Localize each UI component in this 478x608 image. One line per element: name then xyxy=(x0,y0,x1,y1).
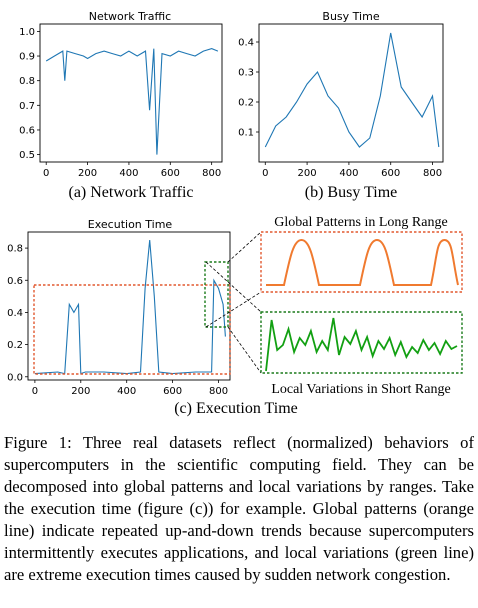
series-line-0 xyxy=(264,32,440,148)
x-tick-label: 400 xyxy=(119,168,138,179)
figure-canvas: Network Traffic 0 200 400 600 800 0.5 0.6 0.7 0.… xyxy=(7,10,463,417)
series-line-0 xyxy=(34,239,226,375)
figure-caption: Figure 1: Three real datasets reflect (n… xyxy=(4,433,474,584)
y-tick-label: 0.8 xyxy=(7,244,23,255)
subcaption-execution-time: (c) Execution Time xyxy=(174,400,298,417)
x-tick-label: 800 xyxy=(423,168,442,179)
global-pattern-highlight-box xyxy=(33,284,231,375)
x-tick-label: 800 xyxy=(209,386,228,397)
x-tick-label: 600 xyxy=(163,386,182,397)
y-tick-label: 0.3 xyxy=(238,68,254,79)
panel-network-traffic: Network Traffic 0 200 400 600 800 0.5 0.6 0.7 0.… xyxy=(19,10,223,201)
y-tick-label: 0.5 xyxy=(19,150,35,161)
panel-title-network-traffic: Network Traffic xyxy=(89,10,171,23)
connector-lines xyxy=(205,231,262,374)
subcaption-busy-time: (b) Busy Time xyxy=(305,184,397,201)
x-tick-label: 400 xyxy=(117,386,136,397)
global-pattern-curve xyxy=(266,238,459,286)
panel-title-busy-time: Busy Time xyxy=(322,10,379,23)
y-tick-label: 0.9 xyxy=(19,52,35,63)
global-patterns-label: Global Patterns in Long Range xyxy=(274,215,447,230)
y-tick-label: 0.4 xyxy=(7,308,23,319)
x-tick-label: 600 xyxy=(161,168,180,179)
x-tick-label: 200 xyxy=(298,168,317,179)
subcaption-network-traffic: (a) Network Traffic xyxy=(68,184,193,201)
connector-line-bottom xyxy=(227,326,262,374)
y-tick-label: 0.1 xyxy=(238,128,254,139)
plot-area-execution-time: 0 200 400 600 800 0.0 0.2 0.4 0.6 0.8 xyxy=(7,239,228,397)
y-tick-label: 1.0 xyxy=(19,27,35,38)
x-tick-label: 200 xyxy=(71,386,90,397)
plot-frame-execution-time xyxy=(27,231,231,381)
y-tick-label: 0.6 xyxy=(19,125,35,136)
global-patterns-inset-box xyxy=(260,231,463,293)
x-tick-label: 600 xyxy=(381,168,400,179)
y-tick-label: 0.8 xyxy=(19,76,35,87)
x-tick-label: 0 xyxy=(262,168,268,179)
x-tick-label: 0 xyxy=(43,168,49,179)
local-variation-curve xyxy=(265,317,458,372)
plot-area-network-traffic: 0 200 400 600 800 0.5 0.6 0.7 0.8 0.9 1.0 xyxy=(19,27,221,179)
y-tick-label: 0.6 xyxy=(7,276,23,287)
connector-line-mid-top xyxy=(205,291,262,328)
panel-title-execution-time: Execution Time xyxy=(88,218,173,231)
connector-line-mid-bottom xyxy=(205,261,262,313)
panel-busy-time: Busy Time 0 200 400 600 800 0.1 0.2 0.3 0.4 (b) … xyxy=(238,10,444,201)
local-variations-inset-box xyxy=(260,311,463,374)
plot-frame-busy-time xyxy=(258,23,444,163)
y-tick-label: 0.2 xyxy=(7,340,23,351)
y-tick-label: 0.4 xyxy=(238,38,254,49)
x-tick-label: 400 xyxy=(339,168,358,179)
connector-line-top xyxy=(227,231,262,263)
x-tick-label: 800 xyxy=(202,168,221,179)
panel-execution-time: Execution Time 0 200 400 600 800 0.0 0.2 0.4 0.6… xyxy=(7,218,298,417)
plot-area-busy-time: 0 200 400 600 800 0.1 0.2 0.3 0.4 xyxy=(238,32,442,179)
local-variations-label: Local Variations in Short Range xyxy=(271,382,450,397)
y-tick-label: 0.7 xyxy=(19,101,35,112)
x-tick-label: 200 xyxy=(78,168,97,179)
plot-frame-network-traffic xyxy=(39,23,223,163)
x-tick-label: 0 xyxy=(32,386,38,397)
local-variation-highlight-box xyxy=(204,261,229,328)
series-line-0 xyxy=(45,48,219,155)
y-tick-label: 0.2 xyxy=(238,98,254,109)
y-tick-label: 0.0 xyxy=(7,372,23,383)
